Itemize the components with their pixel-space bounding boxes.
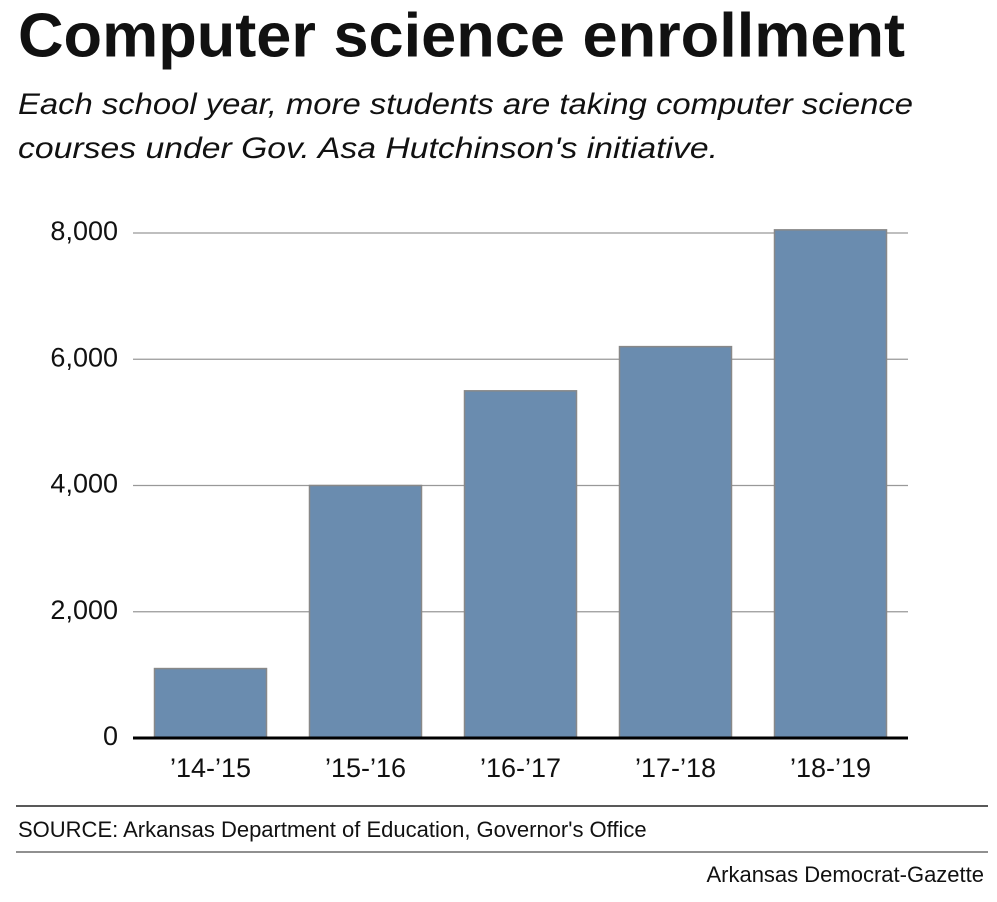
subtitle: Each school year, more students are taki… [18,88,913,121]
subtitle: courses under Gov. Asa Hutchinson's init… [18,132,718,165]
bar [463,390,578,739]
x-tick-label: ’14-’15 [170,753,251,783]
chart-title: Computer science enrollment [18,1,905,70]
y-tick-label: 2,000 [50,595,118,625]
y-tick-label: 0 [103,721,118,751]
y-tick-label: 4,000 [50,469,118,499]
bar [618,345,733,739]
bar [153,667,268,739]
y-tick-label: 6,000 [50,342,118,372]
x-tick-label: ’18-’19 [790,753,871,783]
y-tick-label: 8,000 [50,216,118,246]
bar [773,229,888,739]
x-tick-label: ’17-’18 [635,753,716,783]
credit: Arkansas Democrat-Gazette [706,862,984,887]
bar [308,484,423,739]
x-tick-label: ’16-’17 [480,753,561,783]
x-tick-label: ’15-’16 [325,753,406,783]
source: SOURCE: Arkansas Department of Education… [18,817,647,842]
